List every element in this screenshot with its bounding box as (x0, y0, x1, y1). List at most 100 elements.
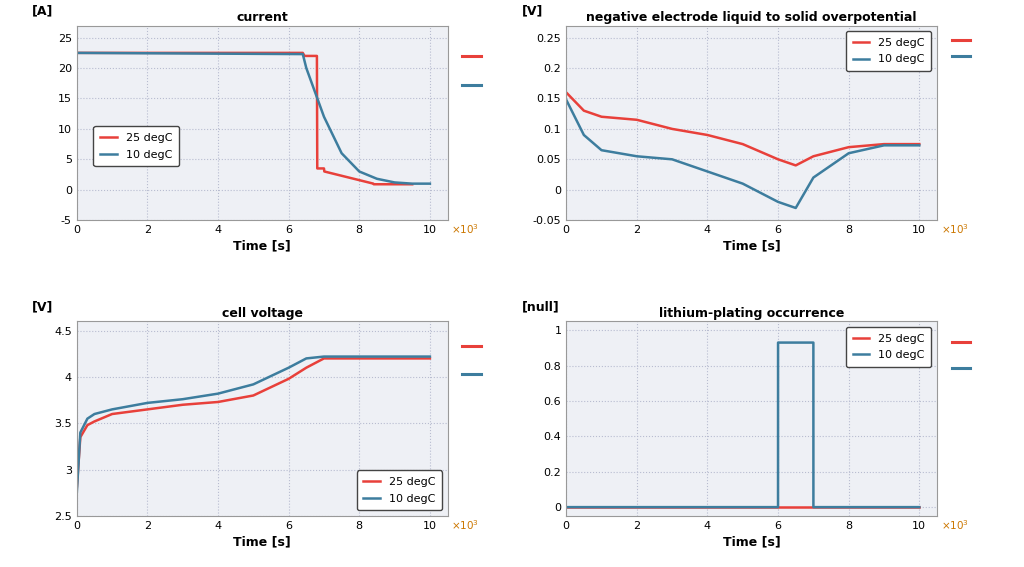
10 degC (560, 503, 572, 510)
X-axis label: Time [s]: Time [s] (233, 535, 291, 548)
Text: $\times10^3$: $\times10^3$ (452, 222, 479, 236)
Title: current: current (237, 11, 288, 24)
25 degC (772, 503, 784, 510)
Text: [null]: [null] (521, 301, 559, 314)
Text: $\times10^3$: $\times10^3$ (941, 222, 969, 236)
Legend: 25 degC, 10 degC: 25 degC, 10 degC (93, 126, 179, 166)
10 degC (736, 180, 749, 187)
25 degC (71, 49, 83, 56)
25 degC (71, 485, 83, 492)
10 degC (772, 198, 784, 205)
10 degC (317, 353, 330, 360)
25 degC (772, 503, 784, 510)
25 degC (212, 399, 224, 405)
25 degC (283, 375, 295, 382)
25 degC (300, 364, 312, 371)
X-axis label: Time [s]: Time [s] (723, 239, 780, 252)
25 degC (317, 355, 330, 362)
10 degC (247, 381, 259, 388)
25 degC (666, 125, 678, 132)
25 degC (368, 181, 380, 188)
10 degC (317, 113, 330, 120)
Title: lithium-plating occurrence: lithium-plating occurrence (658, 307, 844, 320)
10 degC (701, 168, 714, 175)
10 degC (300, 65, 312, 71)
Text: $\times10^3$: $\times10^3$ (941, 518, 969, 532)
10 degC (631, 153, 643, 160)
25 degC (310, 53, 323, 60)
25 degC (878, 141, 890, 147)
10 degC (772, 339, 784, 346)
25 degC (74, 434, 86, 441)
Text: $\times10^3$: $\times10^3$ (452, 518, 479, 532)
10 degC (81, 415, 93, 422)
25 degC (772, 156, 784, 163)
Line: 10 degC: 10 degC (566, 342, 920, 507)
10 degC (371, 175, 383, 182)
10 degC (300, 355, 312, 362)
10 degC (772, 503, 784, 510)
10 degC (212, 390, 224, 397)
10 degC (913, 503, 926, 510)
10 degC (336, 150, 348, 156)
10 degC (666, 156, 678, 163)
25 degC (560, 89, 572, 96)
Line: 25 degC: 25 degC (566, 92, 920, 166)
10 degC (71, 489, 83, 496)
25 degC (736, 141, 749, 147)
25 degC (388, 355, 400, 362)
Legend: 25 degC, 10 degC: 25 degC, 10 degC (356, 471, 442, 510)
10 degC (407, 180, 419, 187)
25 degC (913, 141, 926, 147)
10 degC (388, 353, 400, 360)
Legend: 25 degC, 10 degC: 25 degC, 10 degC (846, 327, 932, 367)
25 degC (913, 503, 926, 510)
25 degC (141, 406, 154, 413)
10 degC (283, 364, 295, 371)
10 degC (297, 50, 309, 57)
25 degC (368, 180, 380, 187)
Line: 10 degC: 10 degC (77, 53, 430, 184)
25 degC (88, 418, 100, 425)
10 degC (843, 150, 855, 156)
25 degC (701, 132, 714, 138)
10 degC (807, 174, 819, 181)
10 degC (424, 353, 436, 360)
Line: 10 degC: 10 degC (77, 357, 430, 493)
25 degC (560, 503, 572, 510)
Line: 10 degC: 10 degC (566, 100, 920, 208)
25 degC (311, 165, 324, 172)
25 degC (790, 162, 802, 169)
25 degC (807, 153, 819, 160)
25 degC (318, 168, 331, 175)
25 degC (424, 355, 436, 362)
25 degC (807, 503, 819, 510)
25 degC (298, 53, 310, 60)
25 degC (407, 181, 419, 188)
Line: 25 degC: 25 degC (77, 53, 413, 184)
Text: [V]: [V] (33, 301, 53, 314)
25 degC (247, 392, 259, 399)
25 degC (297, 49, 309, 56)
10 degC (74, 429, 86, 436)
25 degC (578, 107, 590, 114)
25 degC (843, 144, 855, 151)
Title: negative electrode liquid to solid overpotential: negative electrode liquid to solid overp… (587, 11, 916, 24)
25 degC (317, 165, 330, 172)
Title: cell voltage: cell voltage (221, 307, 303, 320)
10 degC (807, 503, 819, 510)
10 degC (913, 142, 926, 149)
10 degC (878, 142, 890, 149)
25 degC (81, 422, 93, 429)
Text: [A]: [A] (33, 5, 53, 18)
25 degC (353, 355, 366, 362)
10 degC (424, 180, 436, 187)
10 degC (105, 406, 118, 413)
10 degC (790, 205, 802, 211)
10 degC (578, 132, 590, 138)
Text: [V]: [V] (521, 5, 543, 18)
10 degC (353, 353, 366, 360)
10 degC (388, 179, 400, 186)
10 degC (353, 168, 366, 175)
10 degC (560, 96, 572, 103)
